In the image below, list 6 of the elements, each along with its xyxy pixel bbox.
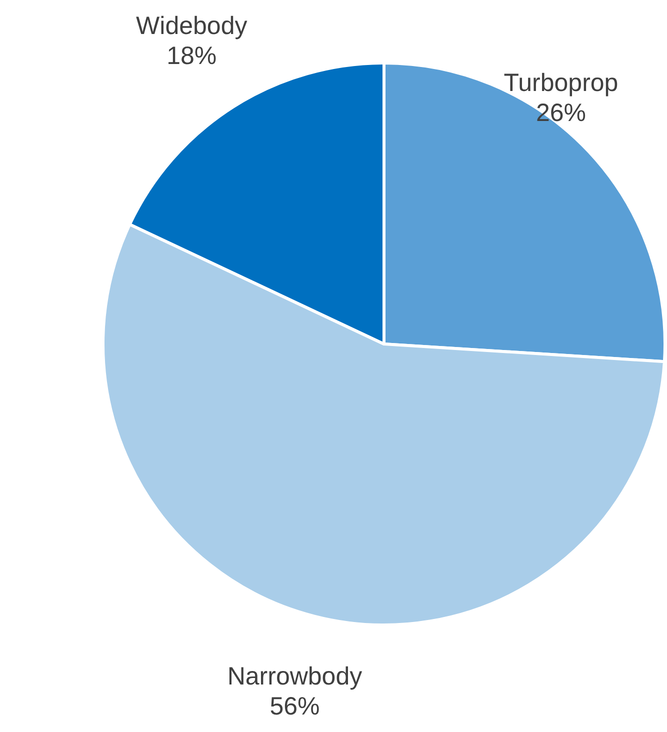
data-label: 26% (536, 99, 586, 128)
slice-label: Widebody (136, 12, 248, 40)
data-label: 18% (166, 42, 217, 70)
slice-label: Turboprop (504, 69, 618, 98)
slice-label: Narrowbody (227, 662, 363, 691)
data-label: 56% (270, 692, 320, 721)
